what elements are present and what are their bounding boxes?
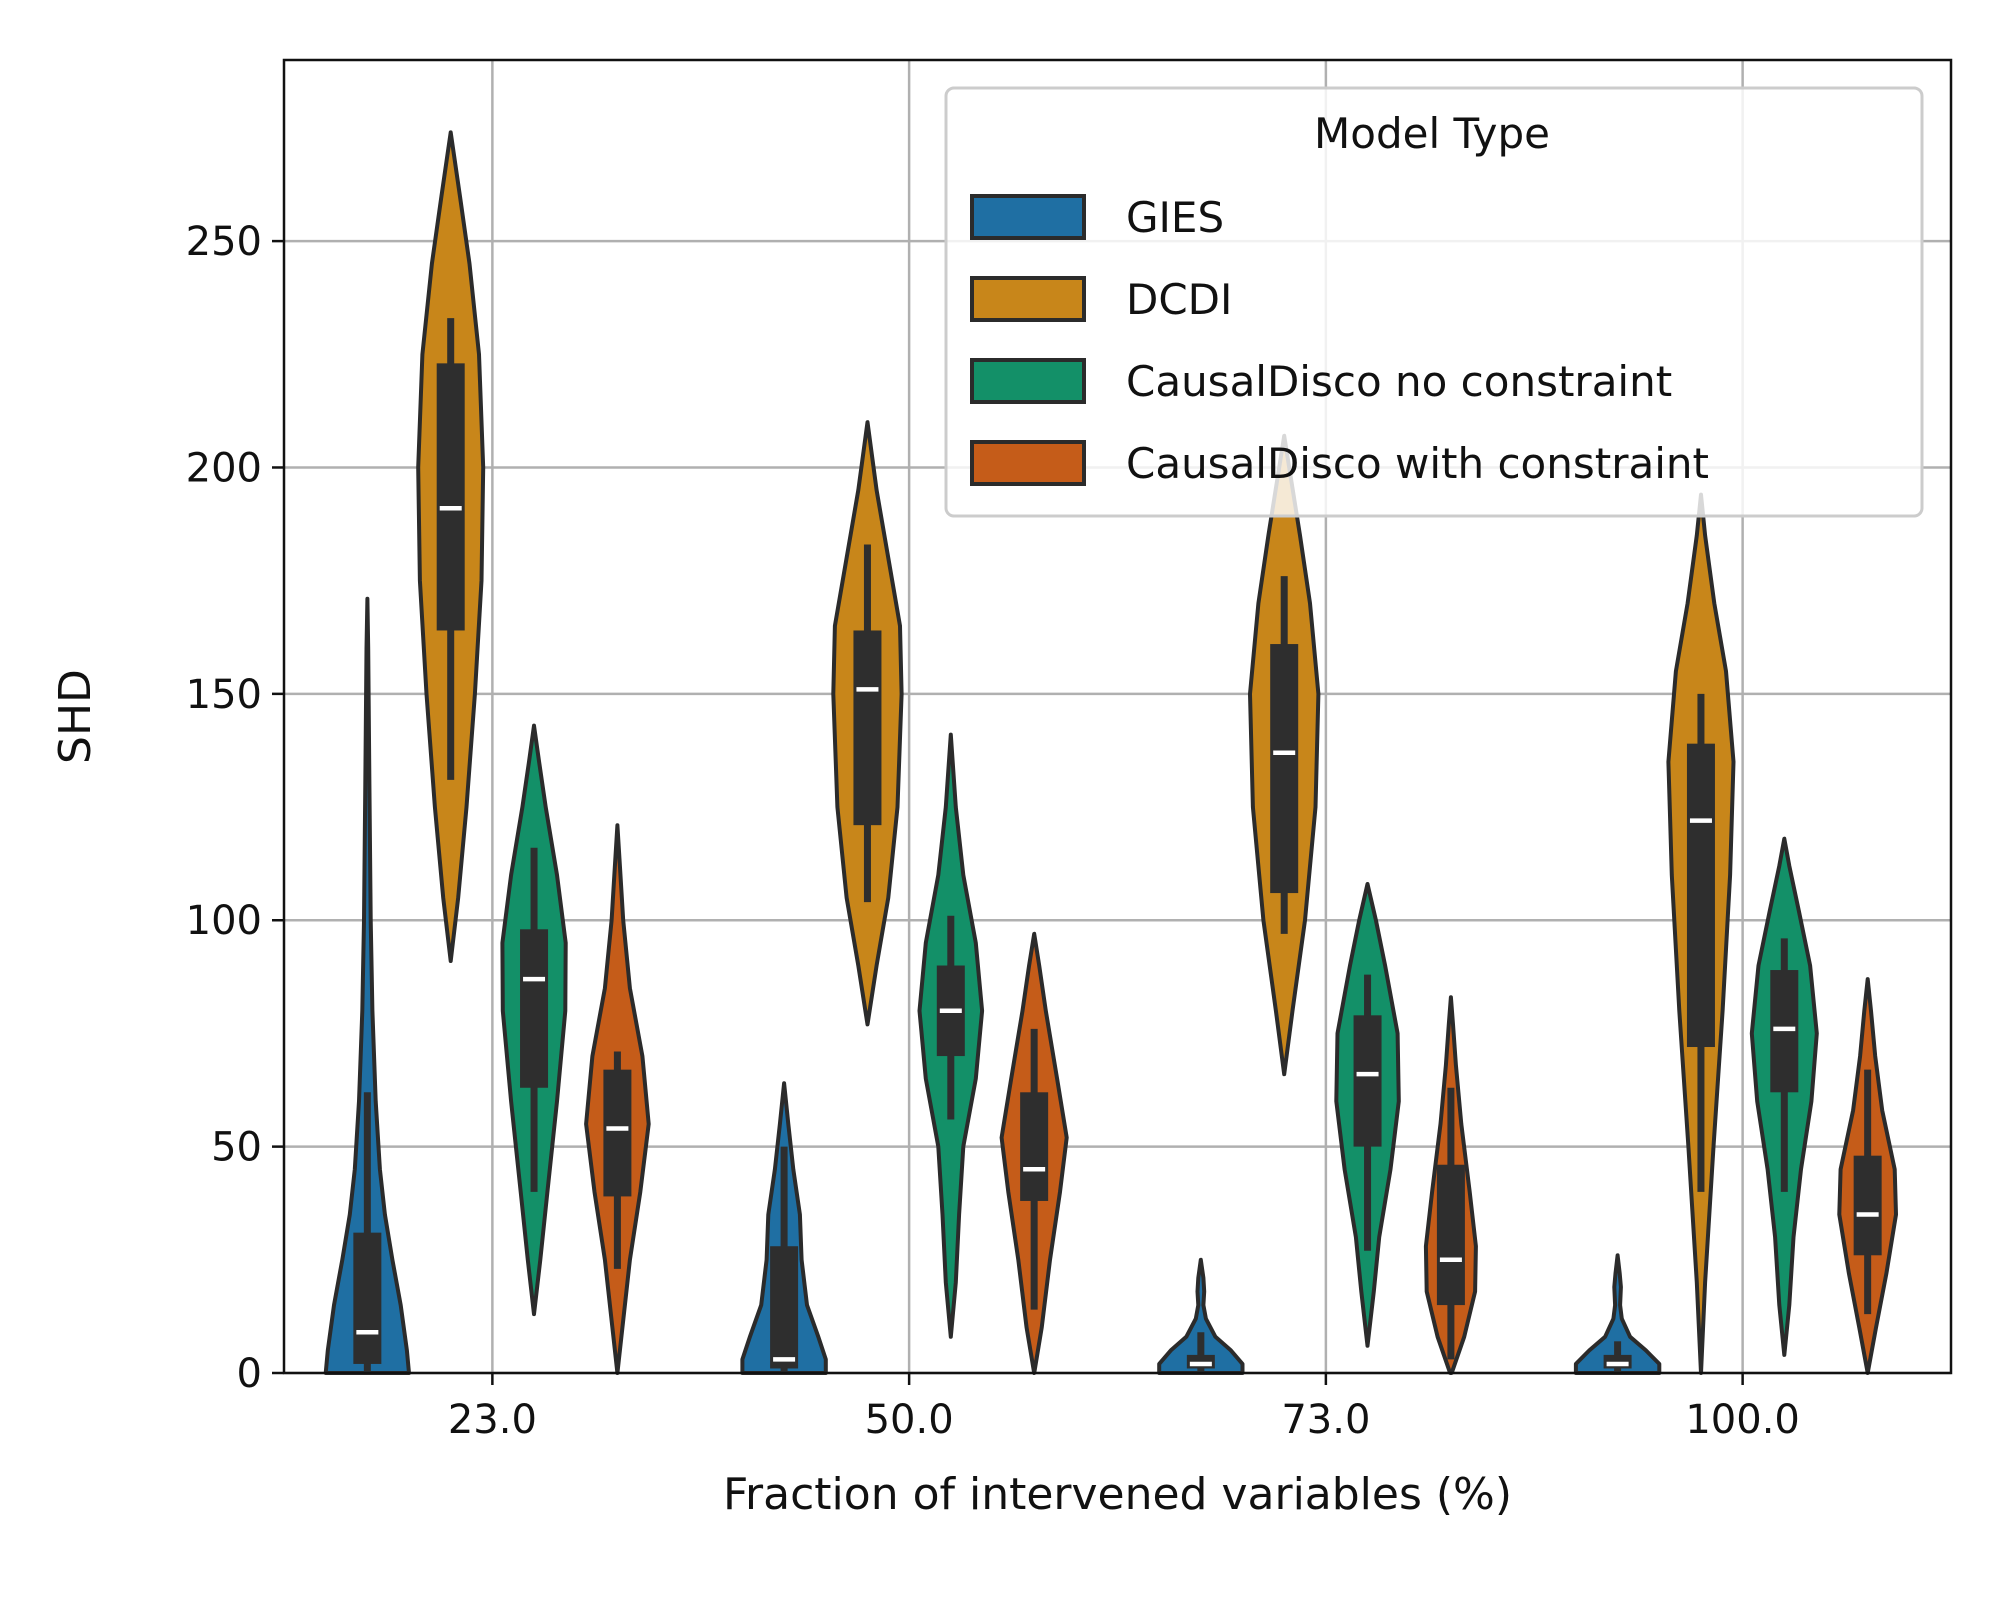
iqr-box-causaldisco-with-constraint-50-0: [1020, 1092, 1049, 1201]
legend-items: GIES DCDI CausalDisco no constraint CausalD…: [970, 193, 1709, 488]
y-tick-label: 150: [186, 672, 262, 718]
violin-gies-73-0: [1157, 1257, 1245, 1375]
iqr-box-gies-23-0: [353, 1232, 382, 1364]
y-tick-label: 250: [186, 219, 262, 265]
x-tick-label: 100.0: [1685, 1397, 1800, 1443]
iqr-box-dcdi-100-0: [1686, 743, 1715, 1048]
legend-label-causaldisco-with-constraint: CausalDisco with constraint: [1126, 439, 1709, 488]
iqr-box-gies-73-0: [1186, 1354, 1215, 1369]
violin-gies-23-0: [323, 596, 411, 1375]
iqr-box-causaldisco-with-constraint-23-0: [603, 1069, 632, 1197]
plot-frame: [282, 58, 1953, 1375]
axis-ticks: 0 50 100 150 200 250 23.0 50.0 73.0 100.0: [186, 219, 1800, 1443]
legend-frame: [944, 86, 1924, 518]
iqr-box-gies-100-0: [1603, 1354, 1632, 1369]
violin-gies-100-0: [1573, 1253, 1662, 1375]
iqr-box-gies-50-0: [770, 1246, 799, 1369]
y-tick-label: 0: [237, 1351, 262, 1397]
iqr-box-causaldisco-no-constraint-100-0: [1770, 970, 1799, 1093]
iqr-box-dcdi-23-0: [436, 363, 465, 631]
x-axis-title: Fraction of intervened variables (%): [723, 1469, 1512, 1520]
legend-swatch-causaldisco-no-constraint: [970, 358, 1086, 404]
y-tick-label: 200: [186, 445, 262, 491]
iqr-box-causaldisco-with-constraint-73-0: [1436, 1164, 1465, 1306]
legend-swatch-causaldisco-with-constraint: [970, 440, 1086, 486]
iqr-box-causaldisco-no-constraint-73-0: [1353, 1015, 1382, 1147]
legend-title: Model Type: [1314, 109, 1550, 158]
y-tick-label: 100: [186, 898, 262, 944]
legend: Model Type GIES DCDI CausalDisco no constr…: [944, 86, 1924, 518]
inner-boxes: [353, 318, 1882, 1373]
x-tick-label: 73.0: [1281, 1397, 1370, 1443]
legend-label-causaldisco-no-constraint: CausalDisco no constraint: [1126, 357, 1672, 406]
legend-label-gies: GIES: [1126, 193, 1224, 242]
iqr-box-dcdi-73-0: [1270, 644, 1299, 894]
iqr-box-causaldisco-no-constraint-23-0: [520, 929, 549, 1088]
iqr-box-causaldisco-with-constraint-100-0: [1853, 1155, 1882, 1256]
x-tick-label: 23.0: [448, 1397, 537, 1443]
y-tick-label: 50: [211, 1125, 262, 1171]
legend-swatch-gies: [970, 194, 1086, 240]
y-axis-title: SHD: [50, 669, 101, 764]
x-tick-label: 50.0: [865, 1397, 954, 1443]
iqr-box-dcdi-50-0: [853, 630, 882, 826]
legend-swatch-dcdi: [970, 276, 1086, 322]
legend-label-dcdi: DCDI: [1126, 275, 1232, 324]
